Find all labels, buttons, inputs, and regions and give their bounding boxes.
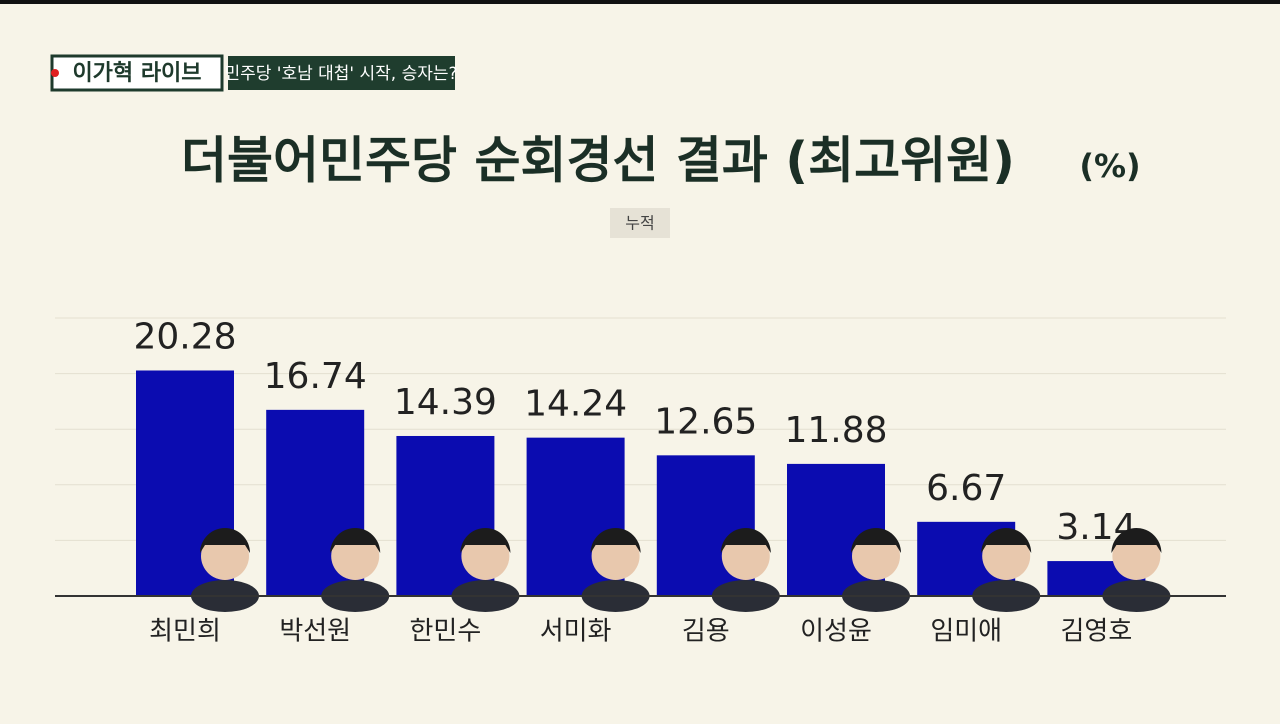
value-label: 20.28 <box>133 316 236 357</box>
x-tick-label: 이성윤 <box>800 617 872 647</box>
headline: 민주당 '호남 대첩' 시작, 승자는? <box>224 64 457 84</box>
show-name: 이가혁 라이브 <box>72 60 201 86</box>
photo-hair <box>460 528 511 553</box>
subtitle-box <box>610 208 670 238</box>
value-label: 14.24 <box>524 384 627 425</box>
photo-hair <box>981 528 1032 553</box>
unit-label: (%) <box>1079 147 1140 185</box>
photo-hair <box>851 528 901 553</box>
value-label: 12.65 <box>654 401 757 442</box>
photo-hair <box>330 528 381 553</box>
photo-hair <box>590 528 641 553</box>
value-label: 11.88 <box>784 410 887 451</box>
x-tick-label: 김영호 <box>1061 617 1133 647</box>
x-tick-label: 임미애 <box>930 617 1002 647</box>
photo-hair <box>720 528 771 553</box>
value-label: 16.74 <box>264 356 367 397</box>
live-dot <box>51 69 59 77</box>
photo-hair <box>1111 528 1162 553</box>
x-tick-label: 최민희 <box>149 617 221 647</box>
x-tick-label: 서미화 <box>540 617 612 647</box>
top-border <box>0 0 1280 4</box>
headline-badge <box>228 56 455 90</box>
subtitle: 누적 <box>625 214 654 233</box>
photo-hair <box>200 528 250 553</box>
chart-title: 더불어민주당 순회경선 결과 (최고위원) <box>181 132 1015 190</box>
x-tick-label: 김용 <box>682 617 730 647</box>
x-tick-label: 박선원 <box>279 617 351 647</box>
value-label: 6.67 <box>926 468 1006 509</box>
x-tick-label: 한민수 <box>410 617 482 647</box>
value-label: 14.39 <box>394 382 497 423</box>
